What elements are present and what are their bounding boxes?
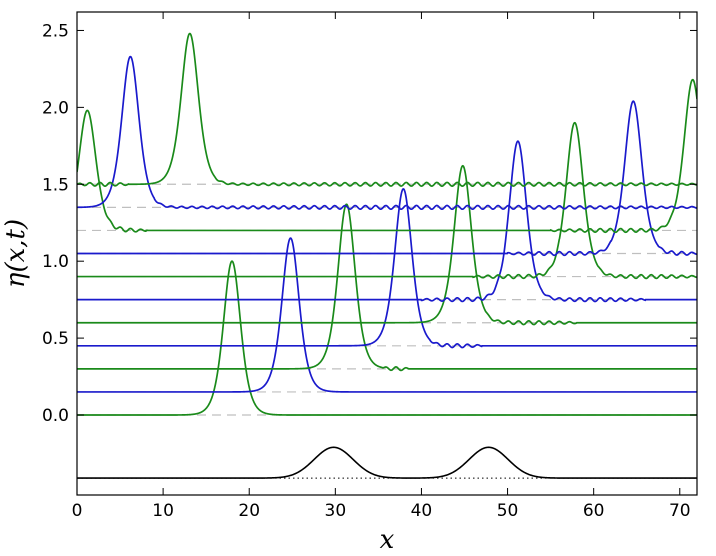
wave-series-8	[77, 78, 697, 234]
y-axis-label: η(x,t)	[1, 219, 31, 288]
y-tick-label: 0.5	[42, 329, 69, 349]
wave-series-1	[77, 237, 697, 393]
x-axis: 0 10 20 30 40 50 60 70	[72, 12, 691, 521]
wave-series-10	[77, 32, 697, 187]
wave-series-4	[77, 164, 697, 326]
wave-series-3	[77, 188, 697, 349]
wave-series-7	[77, 100, 697, 257]
plot-area	[77, 32, 697, 479]
wave-series-0	[77, 260, 697, 416]
wave-series-9	[77, 55, 697, 211]
x-tick-label: 30	[325, 501, 347, 521]
y-tick-label: 2.0	[42, 98, 69, 118]
x-tick-label: 20	[238, 501, 260, 521]
plot-frame	[76, 11, 698, 496]
x-tick-label: 50	[497, 501, 519, 521]
wave-series-2	[77, 203, 697, 372]
x-tick-label: 60	[583, 501, 605, 521]
wave-series-5	[77, 140, 697, 303]
y-tick-label: 2.5	[42, 21, 69, 41]
x-axis-label: x	[380, 525, 395, 555]
y-tick-label: 0.0	[42, 406, 69, 426]
x-tick-label: 0	[72, 501, 83, 521]
x-tick-label: 70	[669, 501, 691, 521]
y-tick-label: 1.5	[42, 175, 69, 195]
x-tick-label: 10	[152, 501, 174, 521]
bottom-profile	[77, 446, 697, 479]
y-axis: 0.0 0.5 1.0 1.5 2.0 2.5	[42, 21, 697, 426]
wave-series-6	[77, 121, 697, 280]
y-tick-label: 1.0	[42, 252, 69, 272]
x-tick-label: 40	[411, 501, 433, 521]
